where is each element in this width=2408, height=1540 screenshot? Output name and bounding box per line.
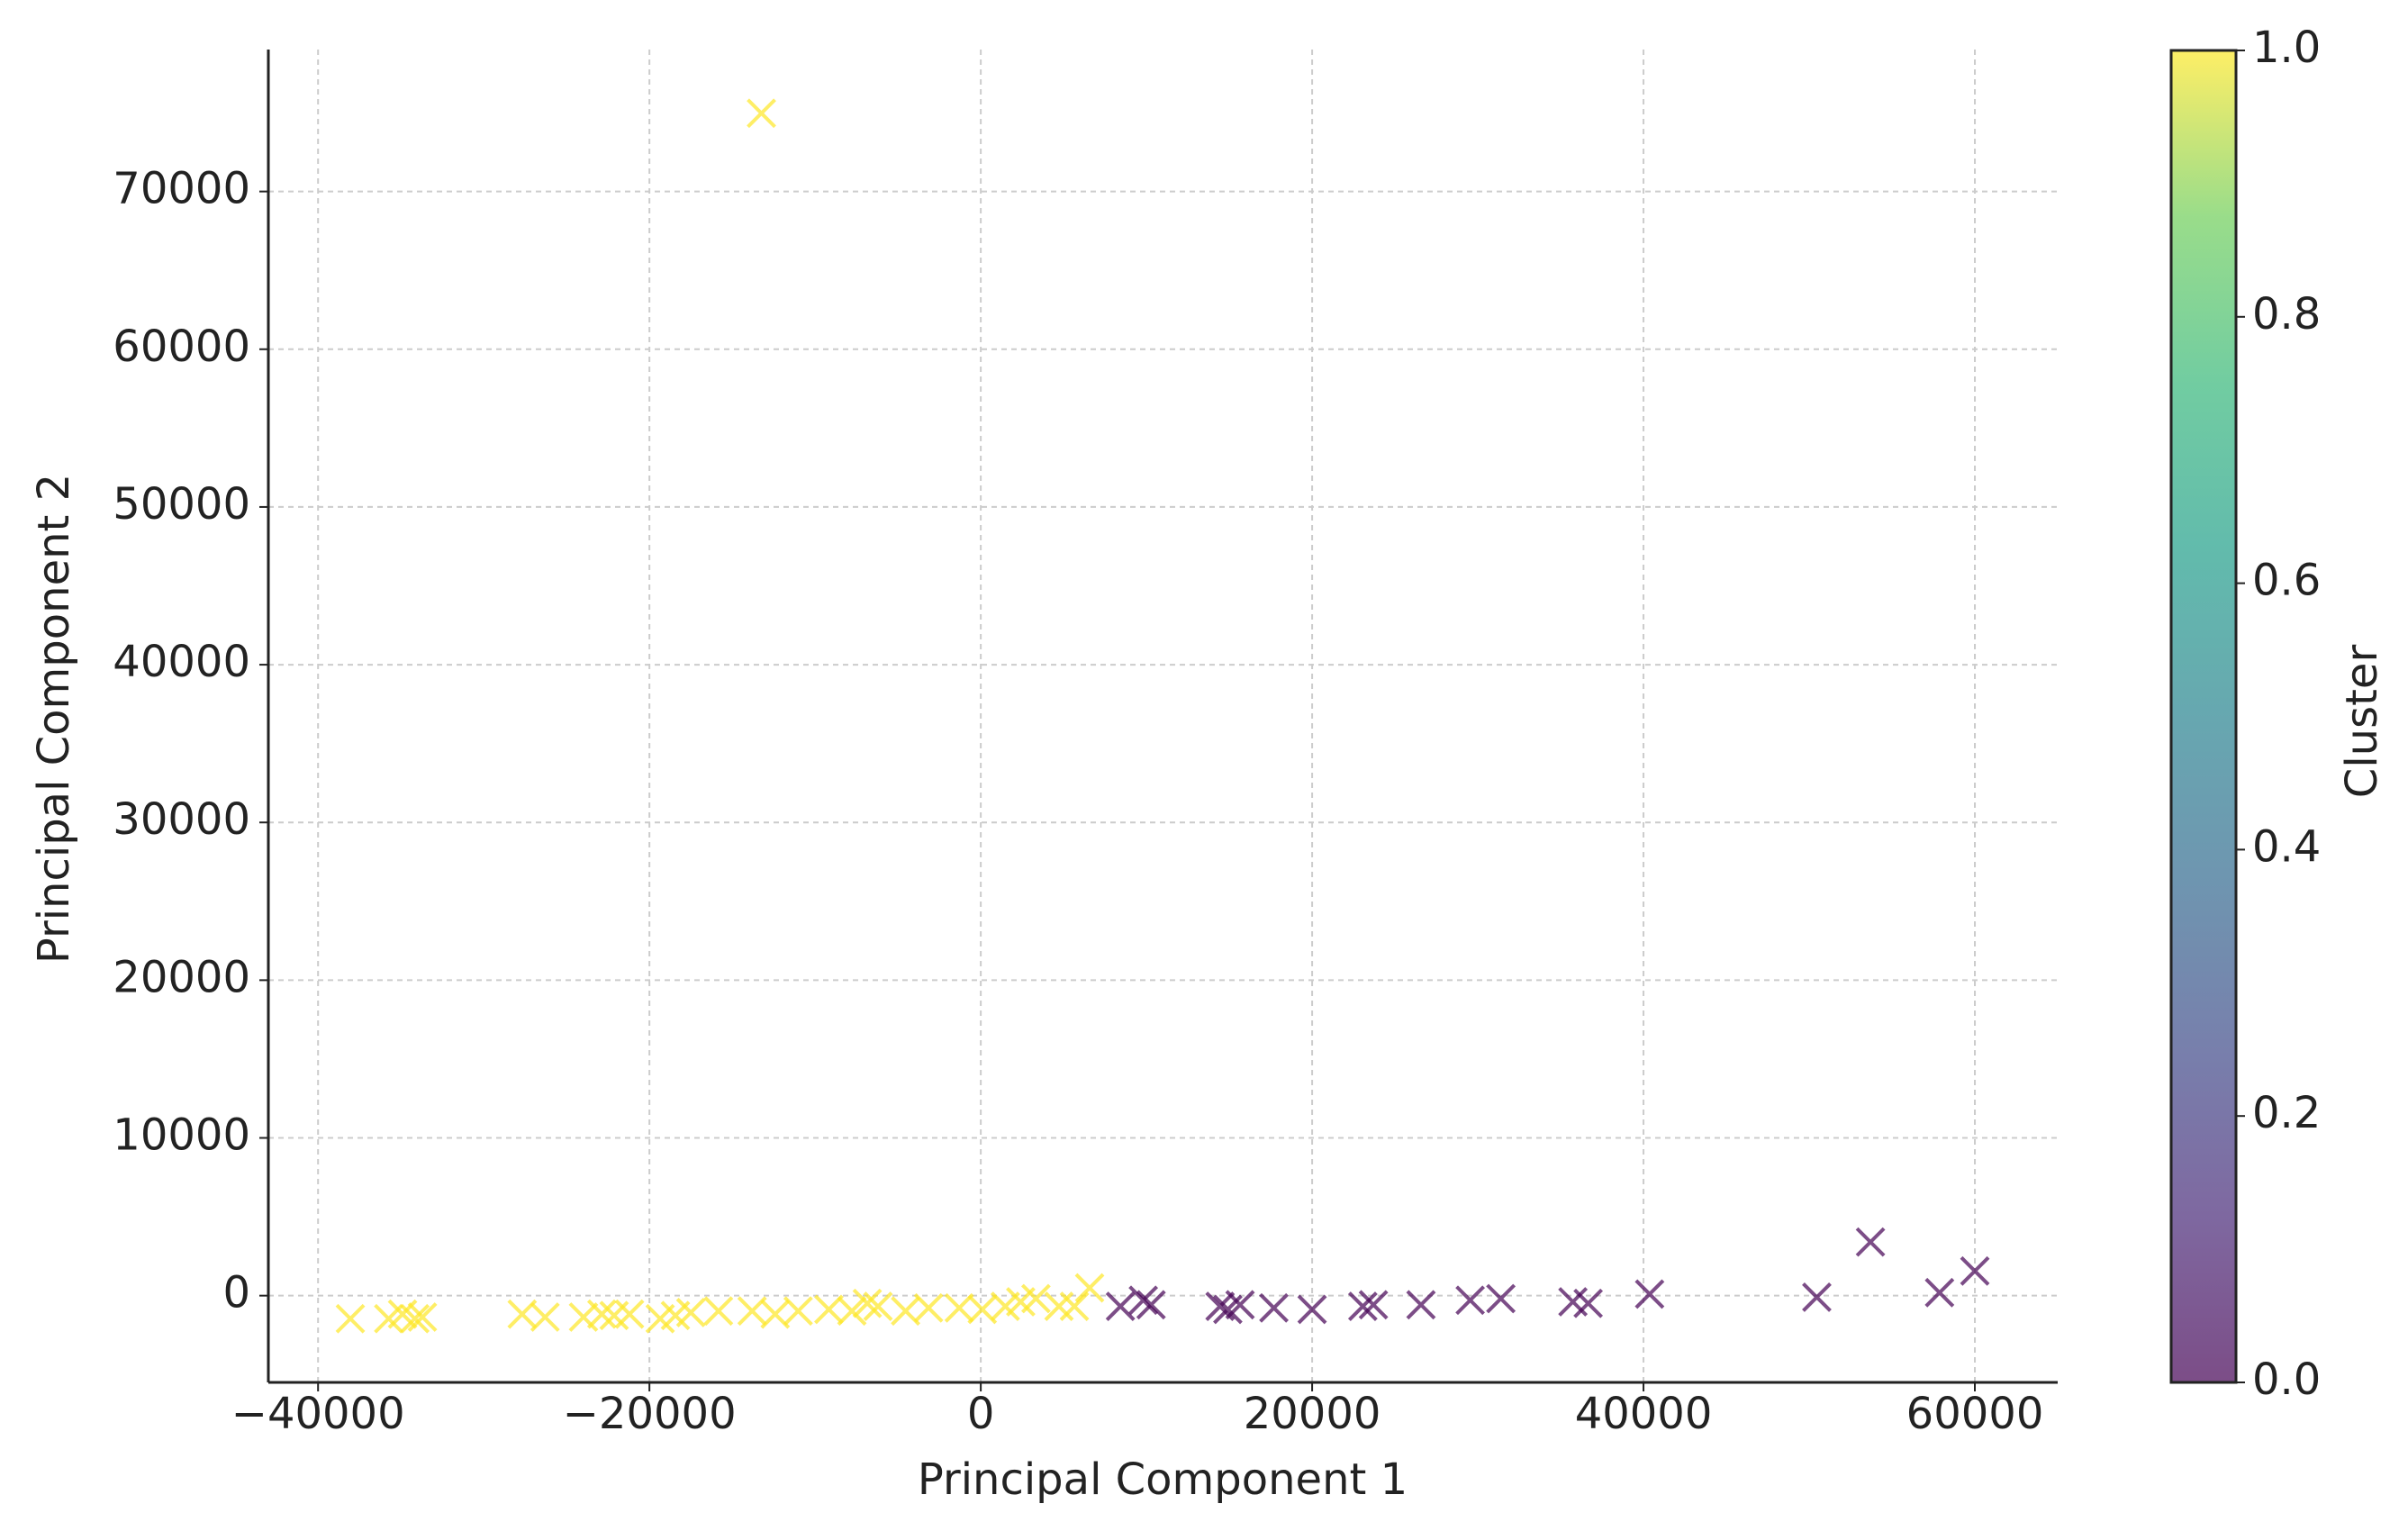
y-tick-label: 30000 [113,794,250,845]
point [747,98,776,129]
point [1347,1291,1378,1321]
point [1573,1288,1604,1318]
point [852,1288,883,1318]
colorbar-tick-label: 1.0 [2252,23,2321,73]
y-tick-label: 10000 [113,1110,250,1161]
colorbar-tick-label: 0.2 [2252,1088,2321,1138]
point [944,1292,974,1323]
point [675,1297,706,1327]
point [1136,1290,1166,1320]
point [837,1296,867,1327]
point [335,1303,366,1334]
point [783,1296,813,1327]
y-tick-label: 50000 [113,479,250,530]
x-tick-label: 0 [967,1389,995,1439]
point [1634,1279,1665,1309]
point [1059,1291,1090,1321]
x-axis-label: Principal Component 1 [918,1454,1408,1505]
point [813,1294,844,1325]
point [1855,1227,1886,1257]
point [1225,1290,1255,1320]
point [407,1302,438,1332]
colorbar [2169,49,2238,1384]
point [703,1296,734,1327]
y-tick-label: 40000 [113,637,250,687]
colorbar-tick-label: 0.6 [2252,556,2321,606]
point [1020,1283,1051,1314]
point [1406,1290,1436,1320]
point [568,1302,599,1332]
point [1960,1255,1990,1286]
x-tick-label: 60000 [1906,1389,2044,1439]
colorbar-tick-label: 0.0 [2252,1354,2321,1405]
point [1128,1285,1159,1316]
x-tick-label: −20000 [563,1389,737,1439]
point [913,1292,944,1323]
point [614,1299,645,1329]
point [530,1302,560,1332]
y-tick-label: 0 [222,1268,250,1318]
point [1358,1290,1389,1320]
point [1455,1285,1486,1316]
point [1297,1294,1327,1325]
point [863,1291,893,1321]
point [586,1299,617,1329]
colorbar-tick-label: 0.4 [2252,821,2321,872]
point [1486,1283,1516,1314]
point [1924,1277,1955,1308]
y-tick-label: 20000 [113,952,250,1002]
point [400,1303,430,1334]
point [1044,1291,1074,1321]
point [1074,1273,1105,1303]
colorbar-label: Cluster [2337,645,2387,799]
y-tick-label: 70000 [113,164,250,214]
y-tick-label: 60000 [113,322,250,372]
point [1802,1282,1832,1312]
point [1105,1291,1136,1321]
x-tick-label: −40000 [231,1389,405,1439]
point [1259,1292,1289,1323]
y-axis-label: Principal Component 2 [29,474,79,964]
x-tick-label: 40000 [1575,1389,1713,1439]
colorbar-tick-label: 0.8 [2252,289,2321,340]
x-tick-label: 20000 [1244,1389,1381,1439]
